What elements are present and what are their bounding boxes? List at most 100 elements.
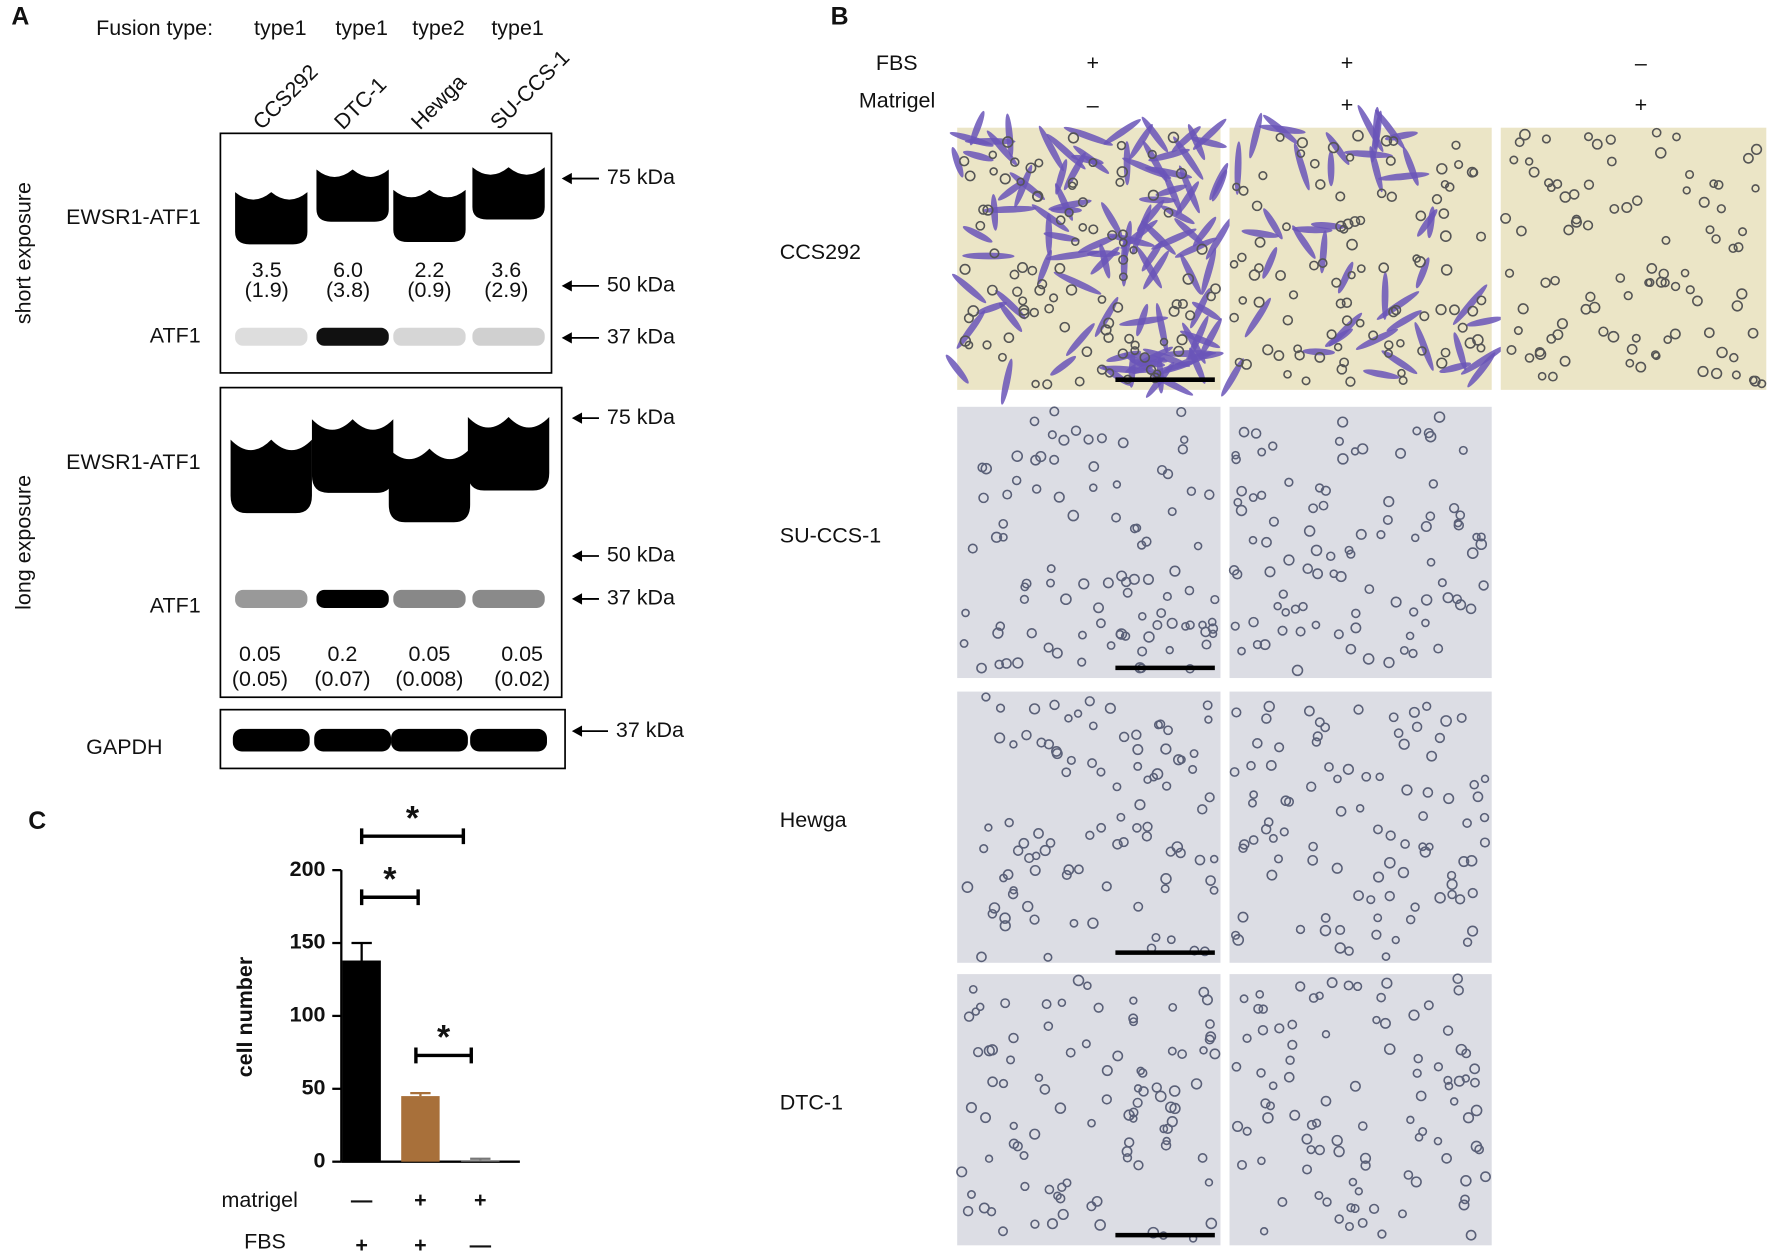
cell	[1165, 1101, 1177, 1114]
band	[472, 589, 545, 608]
cell	[1163, 207, 1174, 218]
cell	[1504, 268, 1515, 278]
cell	[1102, 577, 1114, 589]
cell	[1043, 642, 1054, 653]
cell	[1138, 196, 1177, 204]
cell	[1171, 299, 1182, 310]
cell	[1241, 358, 1252, 370]
cell	[1469, 1063, 1481, 1075]
cell	[1191, 301, 1222, 321]
micrograph	[1500, 127, 1767, 390]
label: (0.02)	[494, 667, 550, 691]
cell	[1378, 262, 1390, 274]
cell	[1088, 461, 1100, 472]
cell	[1043, 232, 1080, 242]
cell	[1133, 761, 1143, 771]
cell	[1302, 563, 1314, 574]
cell	[1291, 664, 1304, 677]
cell	[1031, 484, 1042, 494]
label: FBS	[244, 1230, 286, 1254]
cell	[1295, 924, 1306, 935]
cell	[1204, 489, 1215, 500]
cell	[1254, 236, 1266, 248]
cell	[951, 273, 987, 304]
cell	[1302, 348, 1335, 356]
cell	[1018, 296, 1028, 306]
cell	[1583, 179, 1595, 190]
cell	[1710, 367, 1723, 380]
cell	[1546, 333, 1557, 344]
cell	[1239, 994, 1249, 1004]
cell	[1440, 179, 1450, 189]
cell	[1311, 737, 1322, 747]
cell	[1355, 215, 1366, 226]
cell	[1583, 132, 1594, 142]
cell	[963, 1011, 975, 1022]
cell	[1411, 721, 1423, 733]
cell	[998, 1226, 1008, 1237]
cell	[1399, 645, 1409, 655]
cell	[1238, 426, 1250, 438]
cell	[1314, 717, 1325, 728]
cell	[1064, 714, 1073, 723]
cell	[1201, 639, 1212, 650]
cell	[1231, 450, 1240, 460]
cell	[1197, 1153, 1208, 1163]
cell	[1388, 136, 1399, 146]
cell	[1010, 157, 1020, 167]
cell	[1607, 330, 1620, 343]
cell	[1138, 612, 1147, 621]
cell	[1452, 594, 1463, 605]
cell	[1118, 254, 1129, 265]
cell	[1118, 836, 1129, 848]
cell	[1434, 892, 1446, 904]
bar	[401, 1096, 440, 1162]
cell	[1361, 771, 1372, 782]
micrograph-bg	[957, 406, 1221, 679]
cell	[1381, 952, 1391, 961]
cell	[1279, 827, 1289, 837]
cell	[1333, 1145, 1345, 1158]
cell	[1054, 262, 1066, 274]
cell	[1129, 523, 1140, 534]
cell	[1197, 804, 1208, 815]
cell	[1122, 587, 1133, 598]
cell	[1646, 263, 1658, 274]
cell	[1000, 358, 1013, 405]
cell	[1025, 162, 1037, 174]
cell	[1046, 1218, 1059, 1230]
cell	[1327, 150, 1335, 187]
cell	[1120, 576, 1132, 588]
cell	[1194, 854, 1206, 866]
cell	[1185, 620, 1195, 630]
cell	[1383, 1043, 1396, 1055]
cell	[1154, 1090, 1167, 1103]
cell	[1210, 283, 1221, 295]
cell	[1061, 869, 1072, 880]
band	[316, 169, 389, 222]
micrograph	[1228, 406, 1492, 679]
label: —	[351, 1188, 373, 1212]
cell	[1713, 179, 1724, 190]
cell	[1631, 195, 1643, 206]
cell	[1129, 245, 1138, 255]
cell	[1094, 296, 1119, 337]
cell	[1129, 1017, 1139, 1027]
cell	[995, 621, 1006, 632]
micrograph-bg	[1229, 691, 1492, 963]
cell	[1318, 500, 1329, 511]
cell	[1540, 277, 1551, 288]
cell	[1265, 760, 1277, 771]
cell	[1115, 177, 1125, 187]
cell	[1441, 1153, 1452, 1164]
cell	[1064, 207, 1074, 218]
label: 37 kDa	[607, 325, 675, 349]
cell	[1609, 203, 1620, 214]
label: type2	[412, 16, 465, 40]
cell	[972, 1046, 984, 1058]
cell	[1462, 818, 1472, 828]
cell	[1151, 932, 1161, 943]
cell	[1402, 146, 1419, 186]
band	[470, 728, 547, 752]
cell	[1376, 188, 1387, 199]
